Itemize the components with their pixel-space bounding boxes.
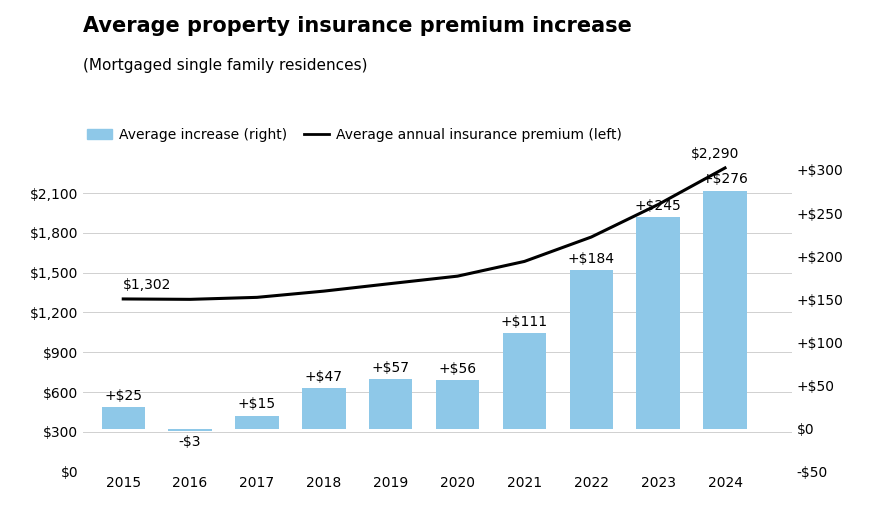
Bar bbox=[503, 333, 546, 429]
Text: (Mortgaged single family residences): (Mortgaged single family residences) bbox=[83, 58, 367, 73]
Text: +$25: +$25 bbox=[104, 389, 143, 402]
Text: -$3: -$3 bbox=[178, 435, 201, 450]
Text: +$15: +$15 bbox=[238, 397, 276, 411]
Bar bbox=[636, 217, 680, 429]
Bar bbox=[436, 380, 480, 429]
Bar bbox=[302, 388, 346, 429]
Text: +$245: +$245 bbox=[634, 199, 682, 213]
Legend: Average increase (right), Average annual insurance premium (left): Average increase (right), Average annual… bbox=[81, 122, 627, 147]
Bar bbox=[102, 407, 145, 429]
Text: +$57: +$57 bbox=[372, 361, 410, 375]
Bar bbox=[168, 429, 212, 431]
Text: $1,302: $1,302 bbox=[123, 278, 172, 292]
Bar bbox=[704, 191, 746, 429]
Text: +$56: +$56 bbox=[438, 362, 477, 376]
Bar bbox=[369, 379, 412, 429]
Text: +$276: +$276 bbox=[702, 172, 748, 187]
Text: +$111: +$111 bbox=[500, 314, 548, 329]
Bar bbox=[235, 416, 279, 429]
Bar bbox=[570, 270, 613, 429]
Text: Average property insurance premium increase: Average property insurance premium incre… bbox=[83, 16, 632, 36]
Text: +$184: +$184 bbox=[568, 252, 615, 266]
Text: +$47: +$47 bbox=[304, 370, 343, 384]
Text: $2,290: $2,290 bbox=[690, 147, 739, 161]
